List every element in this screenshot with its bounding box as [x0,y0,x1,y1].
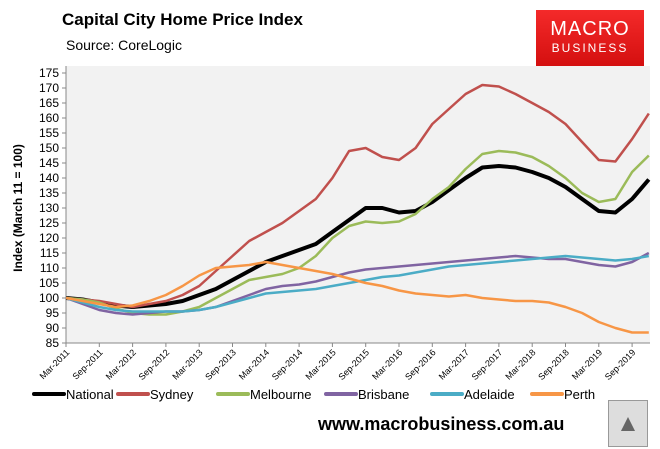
y-tick-label: 140 [39,171,59,185]
legend-label-sydney: Sydney [150,387,194,402]
y-tick-label: 85 [46,336,60,350]
y-tick-label: 120 [39,231,59,245]
series-line-melbourne [65,149,650,316]
legend-label-adelaide: Adelaide [464,387,515,402]
chart-source: Source: CoreLogic [66,37,182,53]
x-tick-label: Sep-2019 [603,347,638,382]
x-tick-label: Sep-2016 [403,347,438,382]
y-tick-label: 130 [39,201,59,215]
x-tick-label: Sep-2017 [470,347,505,382]
x-tick-label: Mar-2019 [570,347,604,381]
logo-line1: MACRO [550,18,630,40]
y-tick-label: 90 [46,321,60,335]
x-tick-label: Mar-2012 [104,347,138,381]
plot-area [66,66,650,343]
wolf-icon: ▲ [608,400,648,447]
chart-title: Capital City Home Price Index [62,10,303,29]
x-tick-label: Mar-2015 [303,347,337,381]
y-tick-label: 160 [39,111,59,125]
y-tick-label: 110 [40,261,59,275]
y-tick-label: 100 [39,291,59,305]
legend-label-brisbane: Brisbane [358,387,409,402]
legend-label-melbourne: Melbourne [250,387,311,402]
website-url: www.macrobusiness.com.au [318,414,565,434]
y-tick-label: 175 [39,66,59,80]
series-line-sydney [65,83,650,309]
x-tick-label: Sep-2018 [536,347,571,382]
y-tick-label: 105 [39,276,59,290]
x-tick-label: Mar-2016 [370,347,404,381]
series-line-perth [65,260,649,334]
y-tick-label: 95 [46,306,60,320]
macrobusiness-logo: MACRO BUSINESS [536,10,644,66]
y-tick-label: 150 [39,141,59,155]
y-tick-label: 165 [39,96,59,110]
series-line-national [65,164,651,309]
y-tick-label: 170 [39,81,59,95]
x-tick-label: Mar-2014 [237,347,271,381]
x-tick-label: Sep-2011 [71,347,105,381]
y-tick-label: 115 [40,246,59,260]
x-tick-label: Mar-2011 [38,347,72,381]
x-tick-label: Mar-2018 [503,347,537,381]
x-tick-label: Mar-2017 [437,347,471,381]
y-tick-label: 145 [39,156,59,170]
y-tick-label: 125 [39,216,59,230]
x-tick-label: Sep-2014 [270,347,305,382]
x-tick-label: Sep-2013 [203,347,238,382]
x-tick-label: Sep-2012 [137,347,172,382]
y-tick-label: 135 [39,186,59,200]
x-tick-label: Sep-2015 [336,347,371,382]
x-tick-label: Mar-2013 [170,347,204,381]
logo-line2: BUSINESS [551,41,629,55]
legend-label-national: National [66,387,114,402]
y-axis-title: Index (March 11 = 100) [11,144,25,272]
y-tick-label: 155 [39,126,59,140]
legend-label-perth: Perth [564,387,595,402]
